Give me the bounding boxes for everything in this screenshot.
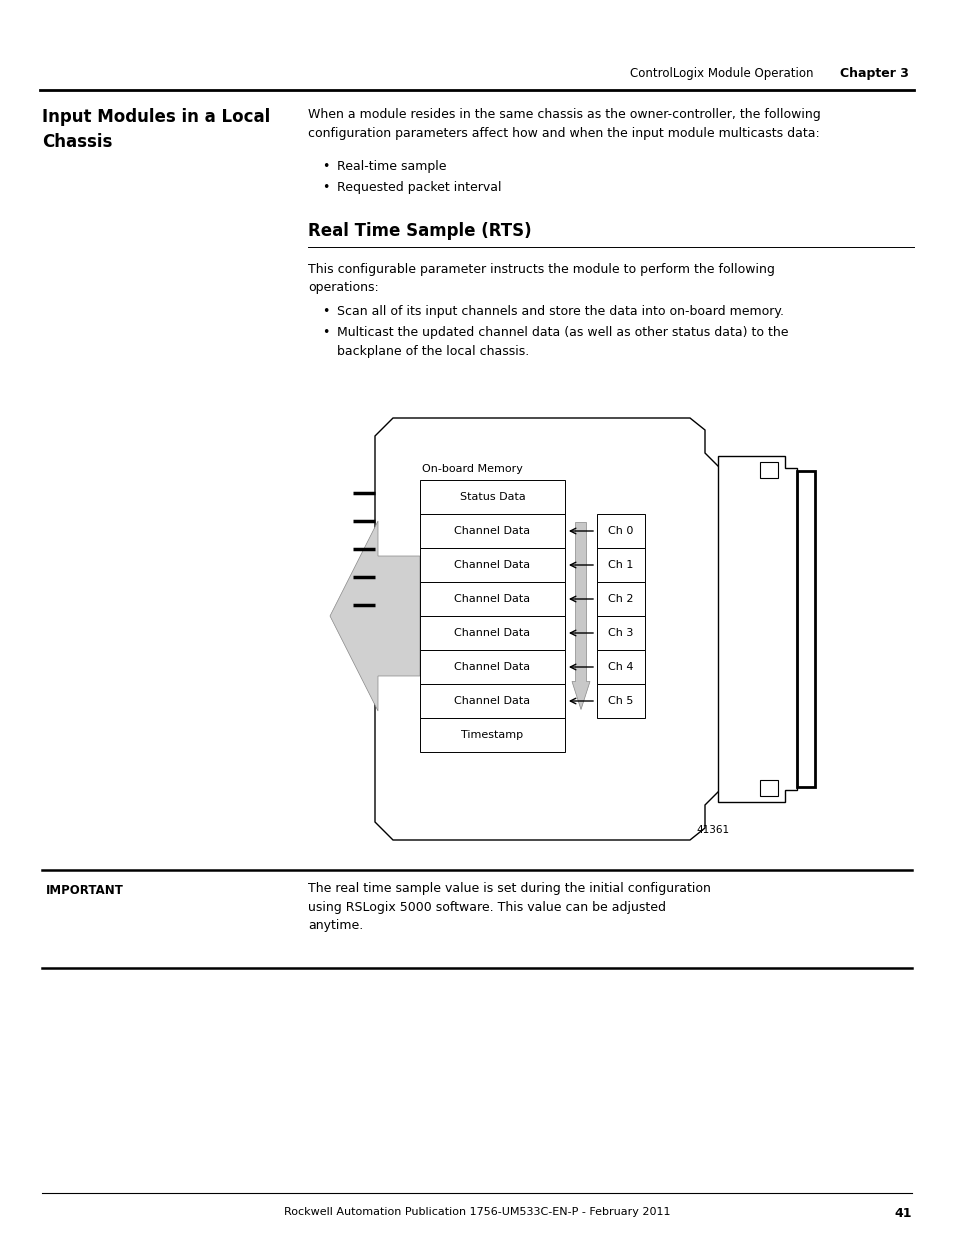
Bar [597, 548, 644, 582]
Text: Ch 2: Ch 2 [608, 594, 633, 604]
Bar [419, 480, 564, 514]
Text: Requested packet interval: Requested packet interval [336, 182, 501, 194]
Text: Channel Data: Channel Data [454, 594, 530, 604]
Text: 41: 41 [894, 1207, 911, 1220]
Text: Chapter 3: Chapter 3 [840, 67, 908, 79]
Text: Channel Data: Channel Data [454, 662, 530, 672]
Text: Channel Data: Channel Data [454, 629, 530, 638]
Bar [597, 650, 644, 684]
Text: On-board Memory: On-board Memory [421, 464, 522, 474]
Text: Real-time sample: Real-time sample [336, 161, 446, 173]
Text: Ch 4: Ch 4 [608, 662, 633, 672]
Text: •: • [322, 182, 329, 194]
Bar [419, 616, 564, 650]
Text: The real time sample value is set during the initial configuration
using RSLogix: The real time sample value is set during… [308, 882, 710, 932]
Text: •: • [322, 326, 329, 338]
Bar [796, 471, 814, 787]
Bar [419, 718, 564, 752]
Text: Channel Data: Channel Data [454, 559, 530, 571]
Text: Multicast the updated channel data (as well as other status data) to the
backpla: Multicast the updated channel data (as w… [336, 326, 788, 357]
Text: Ch 3: Ch 3 [608, 629, 633, 638]
Text: When a module resides in the same chassis as the owner-controller, the following: When a module resides in the same chassi… [308, 107, 820, 140]
Text: Ch 0: Ch 0 [608, 526, 633, 536]
Bar [419, 548, 564, 582]
Text: Input Modules in a Local
Chassis: Input Modules in a Local Chassis [42, 107, 270, 151]
Text: Real Time Sample (RTS): Real Time Sample (RTS) [308, 222, 531, 240]
Text: Channel Data: Channel Data [454, 526, 530, 536]
Text: Ch 5: Ch 5 [608, 697, 633, 706]
Polygon shape [572, 522, 589, 709]
Bar [597, 616, 644, 650]
Bar [597, 684, 644, 718]
Text: •: • [322, 161, 329, 173]
Text: IMPORTANT: IMPORTANT [46, 884, 124, 897]
Polygon shape [718, 456, 796, 802]
Text: Status Data: Status Data [459, 492, 525, 501]
Bar [419, 650, 564, 684]
Text: 41361: 41361 [696, 825, 729, 835]
Bar [760, 781, 778, 797]
Text: Timestamp: Timestamp [461, 730, 523, 740]
Bar [597, 582, 644, 616]
Bar [760, 462, 778, 478]
Polygon shape [330, 521, 419, 711]
Polygon shape [375, 417, 720, 840]
Text: Channel Data: Channel Data [454, 697, 530, 706]
Bar [419, 582, 564, 616]
Text: This configurable parameter instructs the module to perform the following
operat: This configurable parameter instructs th… [308, 263, 774, 294]
Text: Scan all of its input channels and store the data into on-board memory.: Scan all of its input channels and store… [336, 305, 783, 317]
Text: •: • [322, 305, 329, 317]
Text: Rockwell Automation Publication 1756-UM533C-EN-P - February 2011: Rockwell Automation Publication 1756-UM5… [283, 1207, 670, 1216]
Text: Ch 1: Ch 1 [608, 559, 633, 571]
Bar [419, 514, 564, 548]
Bar [419, 684, 564, 718]
Text: ControlLogix Module Operation: ControlLogix Module Operation [629, 67, 813, 79]
Bar [597, 514, 644, 548]
